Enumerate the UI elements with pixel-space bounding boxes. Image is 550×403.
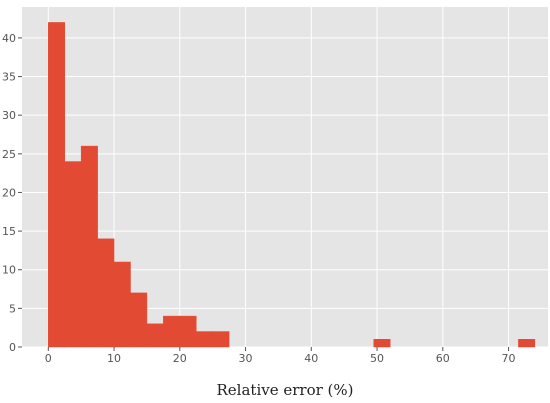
histogram-bar	[373, 339, 391, 348]
histogram-bar	[195, 331, 213, 348]
x-tick-label: 10	[107, 352, 121, 365]
y-tick-label: 0	[9, 341, 16, 354]
histogram-bar	[64, 161, 82, 348]
y-tick-label: 40	[2, 32, 16, 45]
y-tick-label: 35	[2, 71, 16, 84]
x-tick-label: 50	[370, 352, 384, 365]
histogram-bar	[179, 315, 197, 348]
histogram-bar	[97, 238, 115, 348]
histogram-bar	[146, 323, 164, 348]
x-tick-label: 70	[502, 352, 516, 365]
y-tick-label: 20	[2, 186, 16, 199]
histogram-bar	[130, 292, 148, 348]
histogram-bar	[518, 339, 536, 348]
histogram-bar	[48, 22, 65, 348]
x-axis-label: Relative error (%)	[217, 381, 354, 399]
y-tick-label: 10	[2, 264, 16, 277]
histogram-bar	[113, 261, 131, 348]
y-tick-label: 25	[2, 148, 16, 161]
x-tick-label: 30	[239, 352, 253, 365]
x-tick-label: 40	[304, 352, 318, 365]
x-tick-label: 20	[173, 352, 187, 365]
x-tick-label: 0	[45, 352, 52, 365]
y-tick-label: 30	[2, 109, 16, 122]
x-axis-ticks: 0 10 20 30 40 50 60 70	[45, 347, 516, 365]
y-axis-ticks: 0 5 10 15 20 25 30 35 40	[2, 32, 22, 354]
y-tick-label: 5	[9, 302, 16, 315]
x-tick-label: 60	[436, 352, 450, 365]
histogram-bar	[212, 331, 230, 348]
bars-group	[48, 22, 536, 348]
histogram-bar	[80, 145, 98, 348]
histogram-bar	[163, 315, 181, 348]
y-tick-label: 15	[2, 225, 16, 238]
